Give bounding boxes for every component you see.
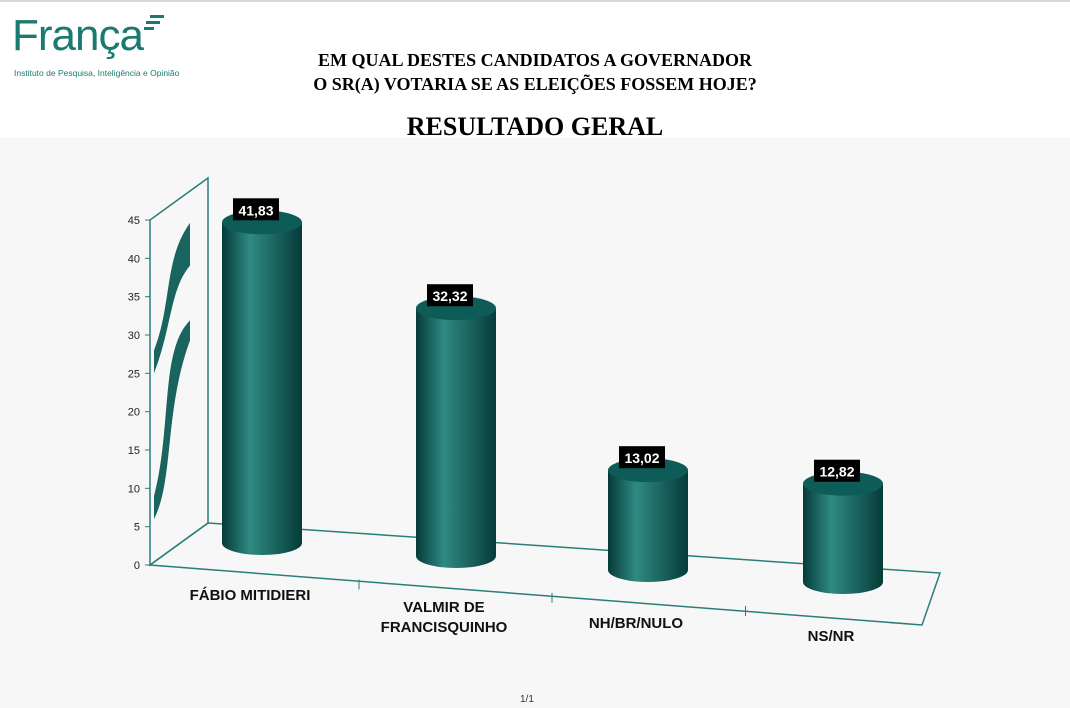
category-label-2: VALMIR DE	[403, 599, 484, 616]
top-border	[0, 0, 1070, 2]
bar-3	[608, 470, 688, 582]
category-label-1: FÁBIO MITIDIERI	[190, 587, 311, 604]
question-line-2: O SR(A) VOTARIA SE AS ELEIÇÕES FOSSEM HO…	[313, 74, 757, 94]
logo-flag-icon	[144, 15, 164, 30]
logo-wordmark: França	[12, 11, 144, 60]
category-label-4: NS/NR	[808, 628, 855, 645]
y-tick-label: 45	[128, 215, 140, 227]
bar-chart: 0 5 10 15 20 25 30 35 40 45 41,83 FÁBIO MITIDIERI 32…	[128, 176, 942, 645]
y-tick-label: 15	[128, 445, 140, 457]
data-label-box-1	[233, 198, 279, 221]
franca-logo: França Instituto de Pesquisa, Inteligênc…	[12, 8, 192, 84]
y-tick-label: 30	[128, 330, 140, 342]
category-label-3: NH/BR/NULO	[589, 615, 683, 632]
axis-break-shape	[154, 320, 190, 519]
logo-tagline: Instituto de Pesquisa, Inteligência e Op…	[14, 68, 180, 78]
chart-area: 0 5 10 15 20 25 30 35 40 45 41,83 FÁBIO MITIDIERI 32…	[0, 138, 1070, 708]
y-tick-label: 20	[128, 407, 140, 419]
bar-4	[803, 483, 883, 594]
y-tick-label: 5	[134, 522, 140, 534]
y-tick-label: 40	[128, 253, 140, 265]
y-tick-label: 0	[134, 560, 140, 572]
question-title: EM QUAL DESTES CANDIDATOS A GOVERNADOR O…	[200, 48, 870, 96]
page-number: 1/1	[520, 694, 534, 705]
axis-break-shape	[154, 223, 190, 374]
bar-2	[416, 308, 496, 568]
question-line-1: EM QUAL DESTES CANDIDATOS A GOVERNADOR	[318, 50, 752, 70]
y-tick-label: 35	[128, 292, 140, 304]
y-tick-label: 10	[128, 483, 140, 495]
y-tick-label: 25	[128, 368, 140, 380]
data-label-box-3	[619, 446, 665, 469]
bar-1	[222, 222, 302, 555]
data-label-2: 32,32	[432, 288, 467, 304]
chart-floor	[147, 522, 942, 626]
data-label-box-4	[814, 459, 860, 482]
data-label-box-2	[427, 284, 473, 307]
data-label-1: 41,83	[238, 202, 273, 218]
chart-subtitle: RESULTADO GERAL	[406, 112, 664, 141]
data-label-4: 12,82	[819, 464, 854, 480]
data-label-3: 13,02	[624, 450, 659, 466]
category-label-2: FRANCISQUINHO	[381, 619, 508, 636]
